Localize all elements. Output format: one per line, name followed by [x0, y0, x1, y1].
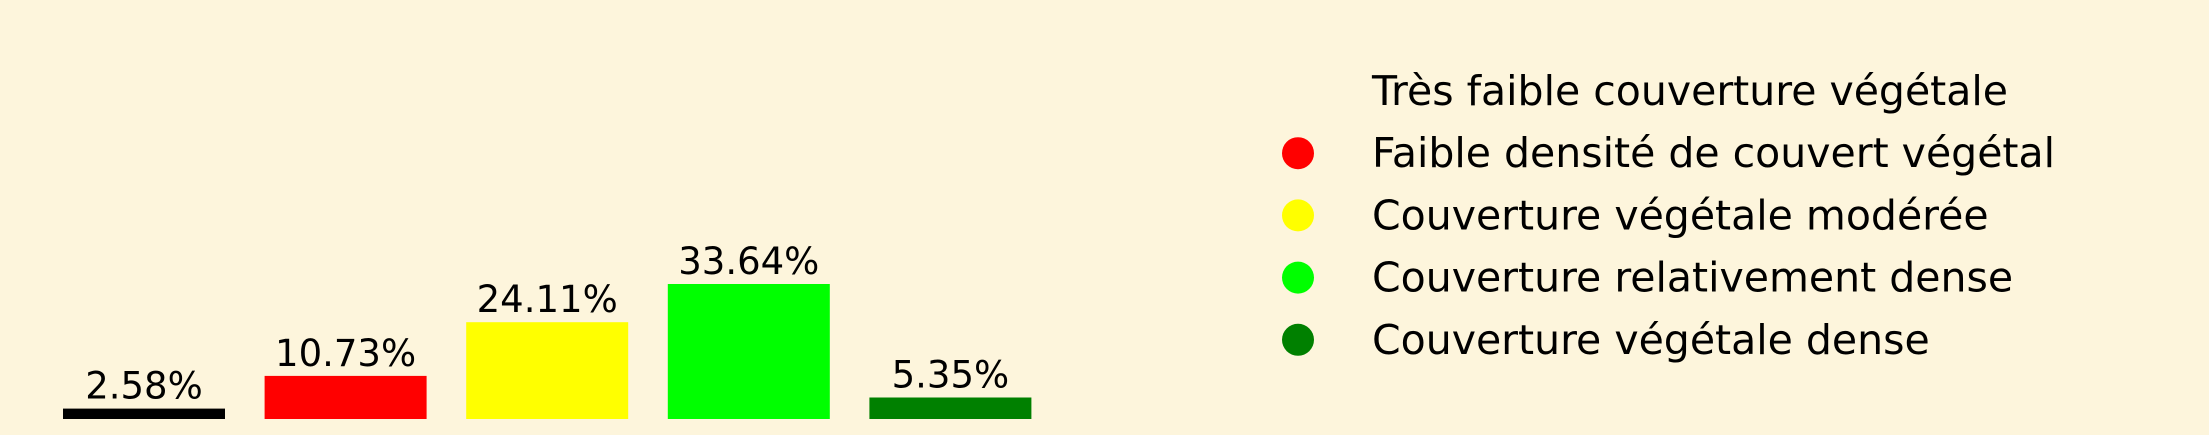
- bar-1: [63, 408, 225, 419]
- legend-label-5: Couverture végétale dense: [1372, 316, 1930, 364]
- legend-item-1: Très faible couverture végétale: [1282, 67, 2008, 115]
- legend-label-1: Très faible couverture végétale: [1371, 67, 2008, 115]
- legend-marker-3: [1282, 199, 1314, 232]
- bar-3: [466, 322, 629, 419]
- legend-item-2: Faible densité de couvert végétal: [1282, 129, 2055, 177]
- bar-4: [667, 284, 830, 419]
- bar-value-label-2: 10.73%: [275, 332, 416, 375]
- value-labels-layer: 2.58% 10.73% 24.11% 33.64% 5.35%: [85, 240, 1009, 408]
- bar-value-label-3: 24.11%: [477, 278, 618, 321]
- bars-layer: [63, 284, 1032, 419]
- legend-label-3: Couverture végétale modérée: [1372, 191, 1989, 239]
- legend-item-3: Couverture végétale modérée: [1282, 191, 1989, 239]
- legend-item-4: Couverture relativement dense: [1282, 254, 2013, 302]
- legend-marker-2: [1282, 137, 1314, 170]
- bar-5: [869, 397, 1032, 419]
- legend-item-5: Couverture végétale dense: [1282, 316, 1930, 364]
- legend-marker-1: [1282, 75, 1314, 107]
- bar-value-label-4: 33.64%: [678, 240, 819, 283]
- legend-marker-4: [1282, 261, 1314, 294]
- bar-value-label-5: 5.35%: [892, 354, 1010, 397]
- legend-marker-5: [1282, 323, 1314, 356]
- legend-label-2: Faible densité de couvert végétal: [1372, 129, 2055, 177]
- legend: Très faible couverture végétale Faible de…: [1282, 67, 2055, 364]
- bar-2: [264, 375, 427, 419]
- bar-value-label-1: 2.58%: [85, 365, 203, 408]
- legend-label-4: Couverture relativement dense: [1372, 254, 2013, 302]
